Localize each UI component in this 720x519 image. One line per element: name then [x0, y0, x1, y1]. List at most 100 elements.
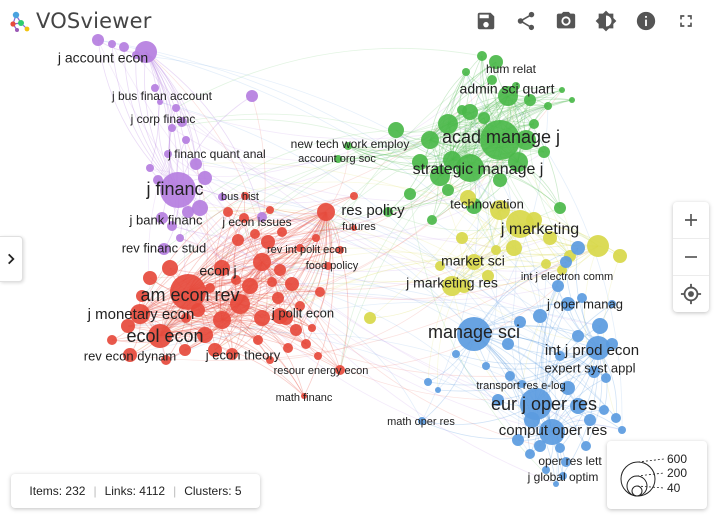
- network-node[interactable]: [253, 253, 271, 271]
- network-node[interactable]: [285, 277, 299, 291]
- network-node[interactable]: [404, 188, 416, 200]
- network-node[interactable]: [315, 287, 325, 297]
- network-node[interactable]: [151, 84, 159, 92]
- node-label[interactable]: comput oper res: [499, 422, 607, 439]
- network-node[interactable]: [312, 234, 320, 242]
- network-node[interactable]: [153, 175, 163, 185]
- network-node[interactable]: [336, 246, 344, 254]
- node-label[interactable]: math financ: [276, 392, 333, 404]
- network-node[interactable]: [442, 184, 454, 196]
- network-node[interactable]: [156, 212, 168, 224]
- network-node[interactable]: [487, 75, 497, 85]
- network-node[interactable]: [324, 262, 332, 270]
- node-label[interactable]: j financ quant anal: [167, 147, 265, 161]
- network-node[interactable]: [561, 381, 575, 395]
- network-node[interactable]: [555, 351, 565, 361]
- network-node[interactable]: [205, 283, 215, 293]
- network-node[interactable]: [208, 343, 222, 357]
- node-label[interactable]: math oper res: [387, 416, 455, 428]
- network-node[interactable]: [424, 378, 432, 386]
- network-node[interactable]: [618, 426, 626, 434]
- fullscreen-button[interactable]: [666, 8, 706, 34]
- network-node[interactable]: [232, 234, 244, 246]
- network-node[interactable]: [480, 120, 520, 160]
- node-label[interactable]: manage sci: [428, 322, 520, 342]
- network-node[interactable]: [572, 330, 584, 342]
- network-node[interactable]: [512, 434, 524, 446]
- node-label[interactable]: oper res lett: [538, 454, 602, 468]
- network-node[interactable]: [587, 235, 609, 257]
- network-node[interactable]: [108, 40, 116, 48]
- network-node[interactable]: [539, 419, 565, 445]
- network-node[interactable]: [177, 117, 187, 127]
- network-node[interactable]: [506, 210, 534, 238]
- network-node[interactable]: [430, 166, 450, 186]
- theme-button[interactable]: [586, 8, 626, 34]
- network-node[interactable]: [508, 152, 528, 172]
- network-node[interactable]: [190, 158, 202, 170]
- network-node[interactable]: [427, 215, 437, 225]
- network-node[interactable]: [588, 366, 600, 378]
- network-node[interactable]: [462, 68, 470, 76]
- network-node[interactable]: [559, 87, 565, 93]
- node-label[interactable]: rev int polit econ: [267, 244, 347, 256]
- network-node[interactable]: [608, 300, 616, 308]
- network-node[interactable]: [181, 313, 191, 323]
- node-label[interactable]: ecol econ: [126, 326, 203, 346]
- network-node[interactable]: [350, 192, 358, 200]
- network-node[interactable]: [168, 124, 176, 132]
- network-node[interactable]: [257, 212, 267, 222]
- network-node[interactable]: [146, 164, 154, 172]
- network-node[interactable]: [505, 371, 515, 381]
- network-node[interactable]: [213, 311, 231, 329]
- network-node[interactable]: [162, 260, 178, 276]
- network-node[interactable]: [555, 443, 565, 453]
- network-node[interactable]: [524, 94, 536, 106]
- network-node[interactable]: [534, 440, 546, 452]
- node-label[interactable]: j corp financ: [130, 112, 196, 126]
- network-node[interactable]: [290, 324, 302, 336]
- network-node[interactable]: [452, 350, 460, 358]
- node-label[interactable]: j polit econ: [271, 305, 334, 320]
- network-node[interactable]: [277, 227, 287, 237]
- network-node[interactable]: [418, 417, 426, 425]
- network-node[interactable]: [254, 310, 270, 326]
- network-node[interactable]: [314, 352, 322, 360]
- network-node[interactable]: [123, 348, 137, 362]
- network-node[interactable]: [611, 413, 621, 423]
- network-node[interactable]: [438, 114, 458, 134]
- network-node[interactable]: [383, 207, 393, 217]
- network-node[interactable]: [520, 388, 552, 420]
- network-node[interactable]: [613, 249, 627, 263]
- network-node[interactable]: [283, 343, 293, 353]
- network-node[interactable]: [599, 405, 609, 415]
- network-node[interactable]: [308, 324, 316, 332]
- node-label[interactable]: acad manage j: [442, 127, 560, 147]
- network-node[interactable]: [554, 202, 566, 214]
- network-node[interactable]: [456, 154, 484, 182]
- network-node[interactable]: [158, 243, 170, 255]
- network-node[interactable]: [246, 90, 258, 102]
- network-node[interactable]: [92, 34, 104, 46]
- network-node[interactable]: [253, 335, 263, 345]
- network-node[interactable]: [541, 259, 551, 269]
- node-label[interactable]: am econ rev: [140, 285, 239, 305]
- network-node[interactable]: [170, 274, 206, 310]
- network-node[interactable]: [267, 277, 277, 287]
- network-node[interactable]: [543, 231, 557, 245]
- network-node[interactable]: [167, 221, 177, 231]
- network-node[interactable]: [538, 146, 550, 158]
- node-label[interactable]: econ j: [199, 263, 236, 279]
- network-node[interactable]: [160, 172, 196, 208]
- network-node[interactable]: [525, 449, 535, 459]
- network-node[interactable]: [239, 213, 249, 223]
- network-node[interactable]: [561, 297, 575, 311]
- screenshot-button[interactable]: [546, 8, 586, 34]
- network-node[interactable]: [214, 260, 230, 276]
- network-node[interactable]: [241, 192, 249, 200]
- network-node[interactable]: [334, 155, 342, 163]
- network-node[interactable]: [466, 254, 482, 270]
- network-node[interactable]: [492, 394, 504, 406]
- network-node[interactable]: [197, 327, 213, 343]
